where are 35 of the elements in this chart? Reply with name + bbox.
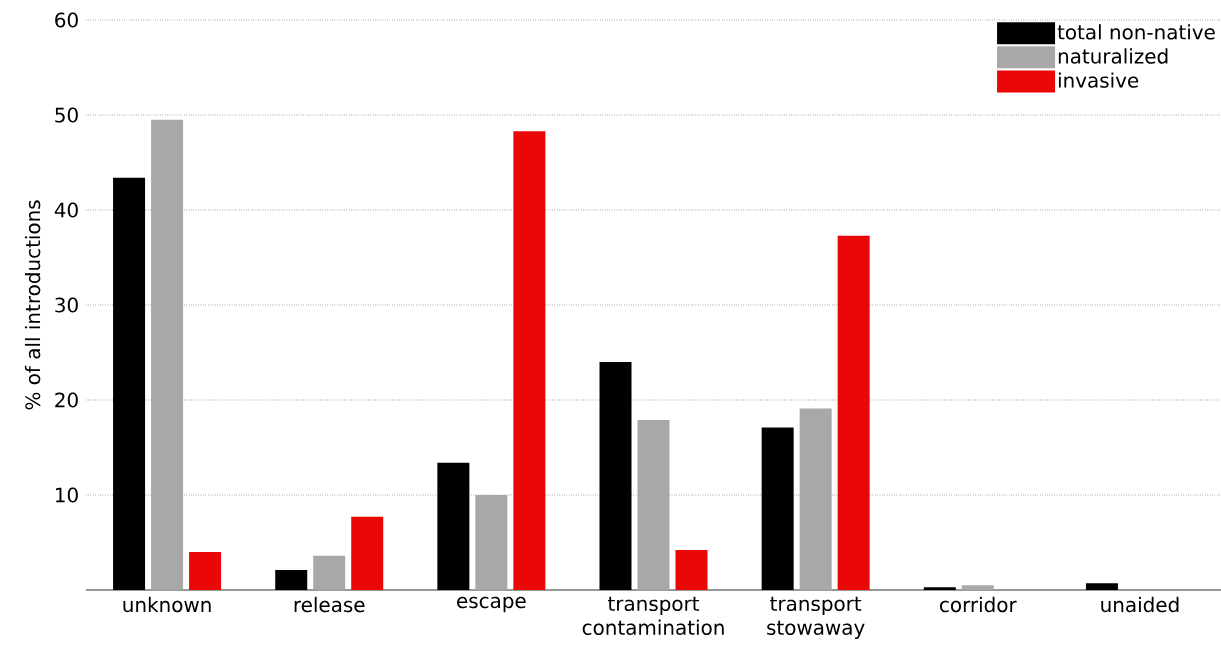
x-tick-label: unknown [123,596,211,613]
bar [475,495,508,590]
bar [599,362,632,590]
y-tick-label: 30 [55,297,78,313]
y-axis-title: % of all introductions [24,200,41,410]
x-tick-label: escape [457,596,526,613]
y-tick-label: 50 [55,107,78,123]
y-tick-label: 20 [55,392,78,408]
x-tick-label: corridor [940,596,1017,613]
x-tick-label: transport stowaway [767,596,865,639]
legend-label: naturalized [1058,48,1168,64]
bar [837,235,870,590]
bar [313,555,346,590]
y-tick-label: 10 [55,487,78,503]
bar [799,408,832,590]
bar [151,119,184,590]
bar [961,585,994,590]
y-tick-label: 40 [54,202,78,218]
bar [637,419,670,590]
x-tick-label: transport contamination [582,596,724,636]
bar [1085,583,1118,590]
x-tick-label: unaided [1101,596,1179,613]
bar [513,131,546,590]
x-tick-label: release [294,596,365,613]
legend-label: total non-native [1057,24,1215,40]
bar [113,177,146,590]
legend-label: invasive [1058,72,1139,88]
y-tick-label: 60 [55,12,78,28]
bar [761,427,794,590]
bar [275,570,308,590]
bar [351,516,384,590]
bar [923,587,956,590]
bar [437,462,470,590]
bar [189,552,222,590]
bar [675,550,708,590]
